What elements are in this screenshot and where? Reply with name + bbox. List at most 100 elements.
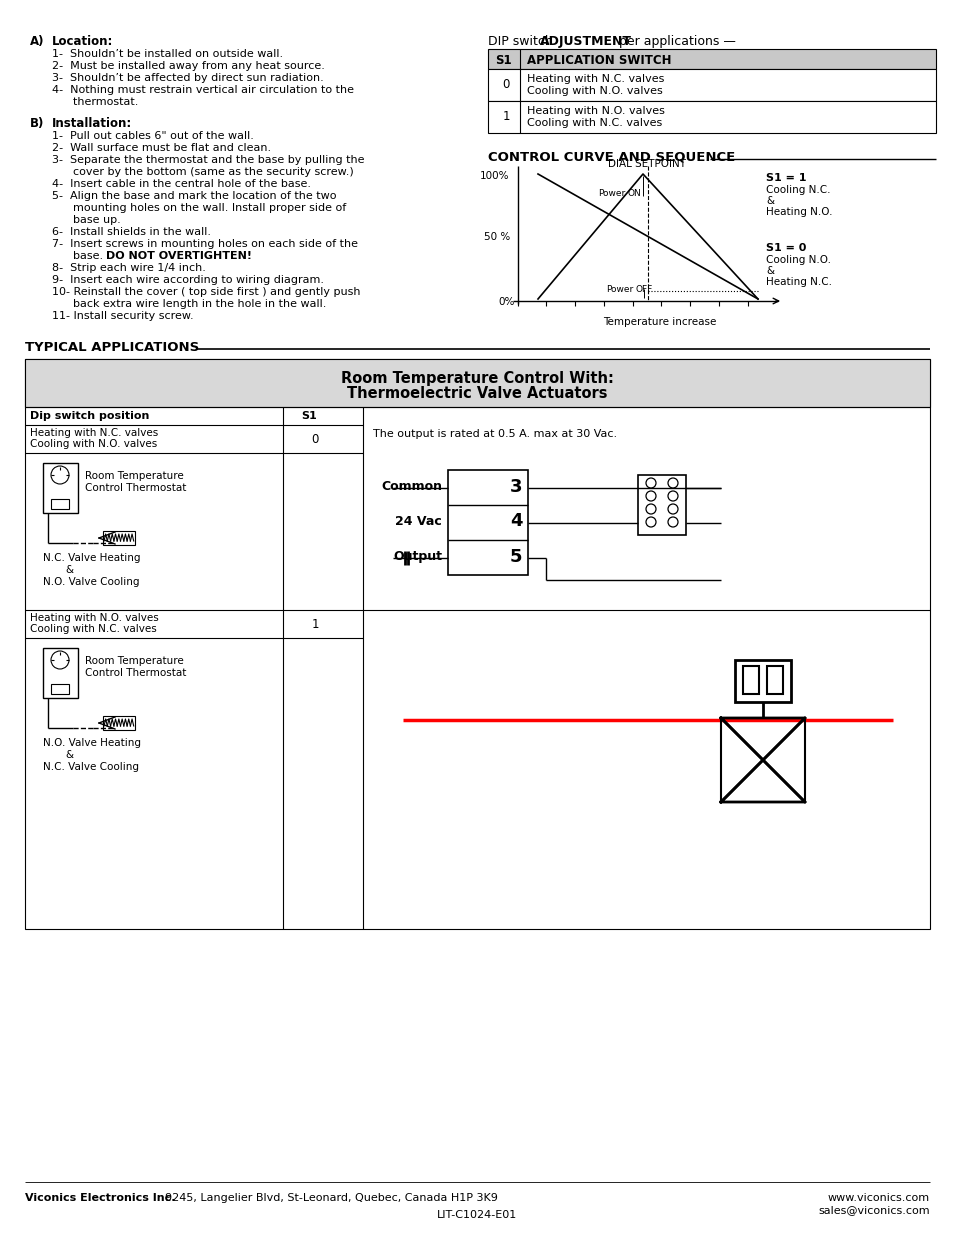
Text: Cooling N.C.: Cooling N.C. <box>765 185 830 195</box>
Text: Cooling with N.O. valves: Cooling with N.O. valves <box>526 86 662 96</box>
Text: LIT-C1024-E01: LIT-C1024-E01 <box>436 1210 517 1220</box>
Text: N.C. Valve Heating: N.C. Valve Heating <box>43 553 140 563</box>
Text: Power: Power <box>605 285 633 294</box>
Text: APPLICATION SWITCH: APPLICATION SWITCH <box>526 54 671 67</box>
Text: sales@viconics.com: sales@viconics.com <box>818 1205 929 1215</box>
Text: S1 = 0: S1 = 0 <box>765 243 805 253</box>
Text: 9-  Insert each wire according to wiring diagram.: 9- Insert each wire according to wiring … <box>52 275 324 285</box>
Text: Cooling with N.O. valves: Cooling with N.O. valves <box>30 438 157 450</box>
Text: 3-  Shouldn’t be affected by direct sun radiation.: 3- Shouldn’t be affected by direct sun r… <box>52 73 323 83</box>
Text: Heating with N.C. valves: Heating with N.C. valves <box>30 429 158 438</box>
Text: back extra wire length in the hole in the wall.: back extra wire length in the hole in th… <box>52 299 326 309</box>
Text: 1-  Shouldn’t be installed on outside wall.: 1- Shouldn’t be installed on outside wal… <box>52 49 283 59</box>
Bar <box>766 666 782 694</box>
Text: N.O. Valve Heating: N.O. Valve Heating <box>43 739 141 748</box>
Text: Heating N.C.: Heating N.C. <box>765 277 831 287</box>
Text: DO NOT OVERTIGHTEN!: DO NOT OVERTIGHTEN! <box>106 251 252 261</box>
Text: 4: 4 <box>509 513 521 531</box>
Text: &: & <box>765 196 773 206</box>
Text: 2-  Must be installed away from any heat source.: 2- Must be installed away from any heat … <box>52 61 325 70</box>
Text: Heating with N.C. valves: Heating with N.C. valves <box>526 74 663 84</box>
Text: Temperature increase: Temperature increase <box>602 317 716 327</box>
Text: Output: Output <box>393 550 441 563</box>
Text: 0: 0 <box>502 78 509 91</box>
Text: B): B) <box>30 117 45 130</box>
Text: A): A) <box>30 35 45 48</box>
Text: TYPICAL APPLICATIONS: TYPICAL APPLICATIONS <box>25 341 199 354</box>
Text: 2-  Wall surface must be flat and clean.: 2- Wall surface must be flat and clean. <box>52 143 271 153</box>
Text: CONTROL CURVE AND SEQUENCE: CONTROL CURVE AND SEQUENCE <box>488 151 735 164</box>
Text: 50 %: 50 % <box>483 232 510 242</box>
Text: 10- Reinstall the cover ( top side first ) and gently push: 10- Reinstall the cover ( top side first… <box>52 287 360 296</box>
Text: S1 = 1: S1 = 1 <box>765 173 805 183</box>
Text: base up.: base up. <box>52 215 121 225</box>
Text: Cooling N.O.: Cooling N.O. <box>765 254 830 266</box>
Text: N.C. Valve Cooling: N.C. Valve Cooling <box>43 762 139 772</box>
Bar <box>25 359 929 929</box>
Text: per applications —: per applications — <box>615 35 735 48</box>
Text: Room Temperature Control With:: Room Temperature Control With: <box>340 370 613 387</box>
Text: 5: 5 <box>509 547 521 566</box>
Text: &: & <box>65 750 73 760</box>
Text: 7-  Insert screws in mounting holes on each side of the: 7- Insert screws in mounting holes on ea… <box>52 240 357 249</box>
Bar <box>488 69 935 101</box>
Text: Heating with N.O. valves: Heating with N.O. valves <box>526 106 664 116</box>
Bar <box>488 101 935 133</box>
Text: ADJUSTMENT: ADJUSTMENT <box>539 35 631 48</box>
Text: Cooling with N.C. valves: Cooling with N.C. valves <box>30 624 156 634</box>
Text: Installation:: Installation: <box>52 117 132 130</box>
Text: 5-  Align the base and mark the location of the two: 5- Align the base and mark the location … <box>52 191 336 201</box>
Text: &: & <box>765 266 773 275</box>
Text: 1: 1 <box>501 110 509 124</box>
Text: Thermoelectric Valve Actuators: Thermoelectric Valve Actuators <box>346 387 607 401</box>
Text: 11- Install security screw.: 11- Install security screw. <box>52 311 193 321</box>
Text: 9245, Langelier Blvd, St-Leonard, Quebec, Canada H1P 3K9: 9245, Langelier Blvd, St-Leonard, Quebec… <box>158 1193 497 1203</box>
Text: 6-  Install shields in the wall.: 6- Install shields in the wall. <box>52 227 211 237</box>
Text: Heating N.O.: Heating N.O. <box>765 207 832 217</box>
Text: Control Thermostat: Control Thermostat <box>85 668 186 678</box>
Text: 4-  Insert cable in the central hole of the base.: 4- Insert cable in the central hole of t… <box>52 179 311 189</box>
Text: base.: base. <box>52 251 107 261</box>
Text: OFF: OFF <box>636 285 653 294</box>
Bar <box>43 648 78 698</box>
Text: 0: 0 <box>311 433 318 446</box>
Text: mounting holes on the wall. Install proper side of: mounting holes on the wall. Install prop… <box>52 203 346 212</box>
Text: 1-  Pull out cables 6" out of the wall.: 1- Pull out cables 6" out of the wall. <box>52 131 253 141</box>
Text: Heating with N.O. valves: Heating with N.O. valves <box>30 613 158 622</box>
Text: 3-  Separate the thermostat and the base by pulling the: 3- Separate the thermostat and the base … <box>52 156 364 165</box>
Text: The output is rated at 0.5 A. max at 30 Vac.: The output is rated at 0.5 A. max at 30 … <box>373 429 617 438</box>
Bar <box>51 499 69 509</box>
Text: cover by the bottom (same as the security screw.): cover by the bottom (same as the securit… <box>52 167 354 177</box>
Bar <box>488 49 935 69</box>
Text: 100%: 100% <box>479 170 509 182</box>
Bar <box>638 475 685 535</box>
Text: ON: ON <box>627 189 641 198</box>
Bar <box>25 359 929 408</box>
Bar <box>742 666 759 694</box>
Bar <box>103 716 135 730</box>
Bar <box>43 463 78 513</box>
Text: Room Temperature: Room Temperature <box>85 656 184 666</box>
Bar <box>51 684 69 694</box>
Text: Dip switch position: Dip switch position <box>30 411 150 421</box>
Text: Common: Common <box>380 480 441 493</box>
Bar <box>734 659 790 701</box>
Bar <box>103 531 135 545</box>
Text: 24 Vac: 24 Vac <box>395 515 441 529</box>
Text: thermostat.: thermostat. <box>52 98 138 107</box>
Text: Power: Power <box>598 189 624 198</box>
Bar <box>448 471 527 576</box>
Text: 0%: 0% <box>497 296 514 308</box>
Text: Cooling with N.C. valves: Cooling with N.C. valves <box>526 119 661 128</box>
Text: DIP switch: DIP switch <box>488 35 557 48</box>
Text: 8-  Strip each wire 1/4 inch.: 8- Strip each wire 1/4 inch. <box>52 263 206 273</box>
Text: N.O. Valve Cooling: N.O. Valve Cooling <box>43 577 139 587</box>
Text: 4-  Nothing must restrain vertical air circulation to the: 4- Nothing must restrain vertical air ci… <box>52 85 354 95</box>
Text: S1: S1 <box>301 411 316 421</box>
Text: www.viconics.com: www.viconics.com <box>827 1193 929 1203</box>
Text: Control Thermostat: Control Thermostat <box>85 483 186 493</box>
Text: DIAL SETPOINT: DIAL SETPOINT <box>607 159 685 169</box>
Text: S1: S1 <box>495 54 511 67</box>
Text: 3: 3 <box>509 478 521 495</box>
Text: Room Temperature: Room Temperature <box>85 471 184 480</box>
